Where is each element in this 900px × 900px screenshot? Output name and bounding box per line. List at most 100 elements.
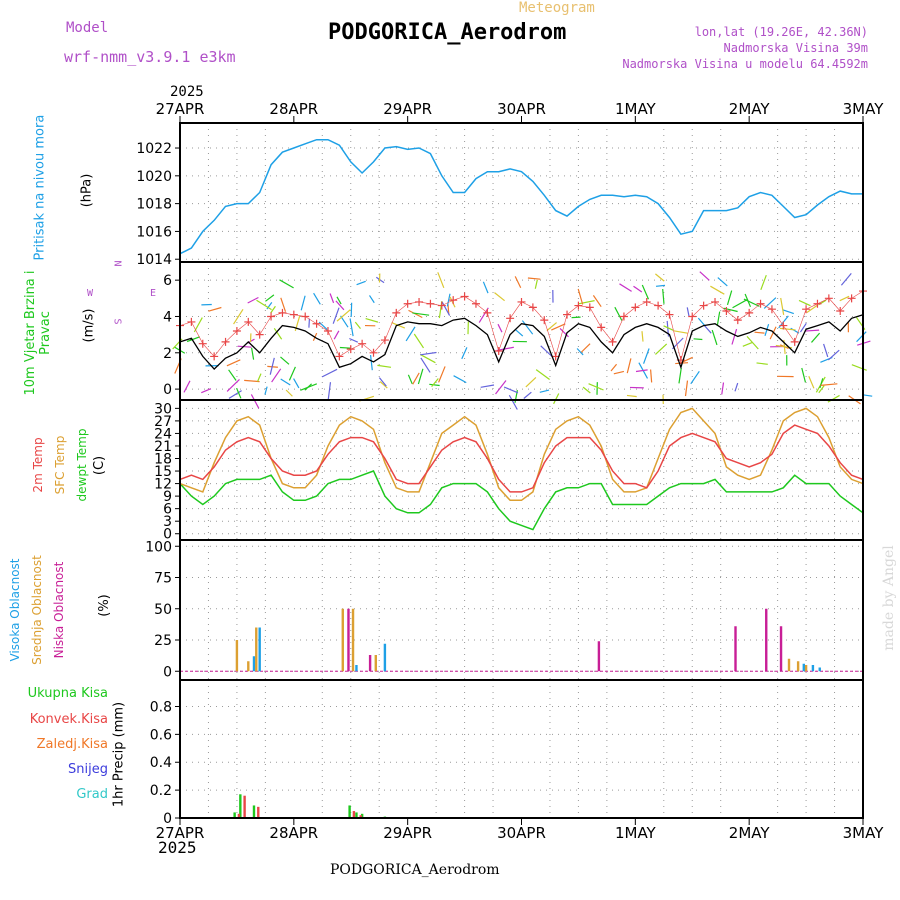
wind-direction-arrow (626, 394, 637, 398)
y-tick-label: 0.6 (150, 727, 172, 743)
wind-direction-arrow (183, 380, 191, 393)
wind-direction-arrow (208, 306, 222, 312)
wind-direction-arrow (429, 383, 440, 387)
station-title: PODGORICA_Aerodrom (328, 20, 567, 45)
y-tick-label: 75 (154, 571, 172, 587)
y-tick-label: 0 (163, 527, 172, 543)
compass-west: W (87, 288, 94, 299)
wind-direction-arrow (610, 363, 618, 372)
wind-direction-arrow (856, 331, 867, 343)
wind-direction-arrow (482, 281, 489, 294)
wind-direction-arrow (633, 285, 643, 293)
wind-direction-arrow (226, 359, 241, 367)
y-tick-label: 0 (163, 664, 172, 680)
y-tick-label: 4 (163, 309, 172, 325)
wind-direction-arrow (527, 277, 541, 280)
temp2m-line (179, 424, 864, 493)
wind-direction-arrow (332, 307, 340, 324)
wind-direction-arrow (247, 296, 259, 304)
wind-direction-arrow (650, 369, 653, 383)
wind-direction-arrow (461, 347, 468, 360)
compass-east: E (150, 288, 157, 299)
wind-gust-line (179, 290, 864, 361)
x-tick-label-top: 28APR (269, 100, 318, 118)
precip-bar (252, 805, 256, 818)
wind-direction-arrow (327, 382, 332, 400)
wind-direction-arrow (257, 373, 262, 382)
wind-direction-arrow (678, 367, 682, 384)
wind-direction-arrow (734, 382, 739, 392)
wind-direction-arrow (806, 304, 819, 313)
wind-direction-arrow (449, 296, 456, 308)
x-tick-label-top: 3MAY (843, 100, 885, 118)
wind-direction-arrow (417, 368, 424, 385)
wind-direction-arrow (635, 369, 648, 373)
wind-direction-arrow (336, 309, 351, 322)
wind-direction-arrow (378, 377, 387, 387)
wind-direction-arrow (514, 276, 522, 289)
wind-direction-arrow (201, 388, 212, 394)
cloud-bar (235, 640, 239, 672)
wind-direction-arrow (336, 296, 342, 305)
wind-direction-arrow (827, 349, 840, 361)
wind-direction-arrow (349, 318, 354, 337)
wind-direction-arrow (496, 346, 514, 352)
precip-bar (359, 815, 362, 818)
y-tick-label: 0.2 (150, 783, 172, 799)
wind-direction-arrow (798, 299, 811, 307)
wind-direction-arrow (811, 332, 821, 343)
wind-direction-arrow (494, 292, 505, 302)
year-top: 2025 (170, 84, 204, 100)
wind-direction-arrow (339, 346, 352, 349)
sfc-temp-line (179, 407, 864, 502)
legend-total-rain: Ukupna Kisa (27, 686, 108, 701)
cloud-bar (355, 665, 358, 672)
cloud-bar (374, 655, 377, 672)
wind-direction-arrow (539, 389, 550, 393)
wind-direction-arrow (368, 295, 375, 304)
y-tick-label: 50 (154, 602, 172, 618)
wind-direction-arrow (419, 353, 436, 364)
wind-direction-arrow (782, 309, 794, 315)
y-tick-label: 6 (163, 273, 172, 289)
wind-direction-arrow (839, 295, 850, 302)
x-tick-label-bottom: 29APR (383, 824, 432, 842)
cloud-bar (252, 656, 256, 672)
panel-frame (179, 679, 864, 819)
wind-direction-arrow (717, 277, 728, 287)
x-tick-label-top: 27APR (156, 100, 205, 118)
y-tick-label: 1022 (136, 141, 172, 157)
model-name: wrf-nmm_v3.9.1 e3km (64, 48, 236, 66)
wind-direction-arrow (495, 380, 507, 395)
wind-direction-arrow (431, 378, 439, 387)
y-tick-label: 1016 (136, 224, 172, 240)
wind-direction-arrow (313, 292, 321, 305)
y-tick-label: 12 (154, 477, 172, 493)
cloud-bar (765, 608, 768, 672)
wind-direction-arrow (354, 321, 361, 329)
wind-direction-arrow (641, 331, 644, 342)
y-tick-label: 18 (154, 452, 172, 468)
wind-direction-arrow (535, 369, 550, 380)
x-tick-label-bottom: 1MAY (615, 824, 657, 842)
wind-direction-arrow (279, 279, 294, 289)
y-tick-label: 1020 (136, 169, 172, 185)
cloud-bar (383, 643, 387, 672)
wind-direction-arrow (726, 290, 733, 306)
meteogram-label: Meteogram (519, 0, 595, 16)
cloud-bar (341, 608, 344, 672)
wind-direction-arrow (420, 351, 437, 356)
wind-direction-arrow (497, 323, 503, 333)
wind-direction-arrow (514, 328, 524, 337)
cloud-bar (247, 661, 250, 672)
wind-direction-arrow (819, 378, 824, 389)
y-tick-label: 2 (163, 346, 172, 362)
wind-direction-arrow (577, 300, 595, 305)
lonlat-info: lon,lat (19.26E, 42.36N) (694, 25, 868, 39)
wind-direction-arrow (228, 369, 237, 381)
wind-direction-arrow (551, 323, 566, 331)
wind-direction-arrow (619, 283, 632, 292)
wind-direction-arrow (503, 386, 519, 394)
wind-direction-arrow (280, 378, 291, 386)
wind-direction-arrow (546, 322, 557, 332)
